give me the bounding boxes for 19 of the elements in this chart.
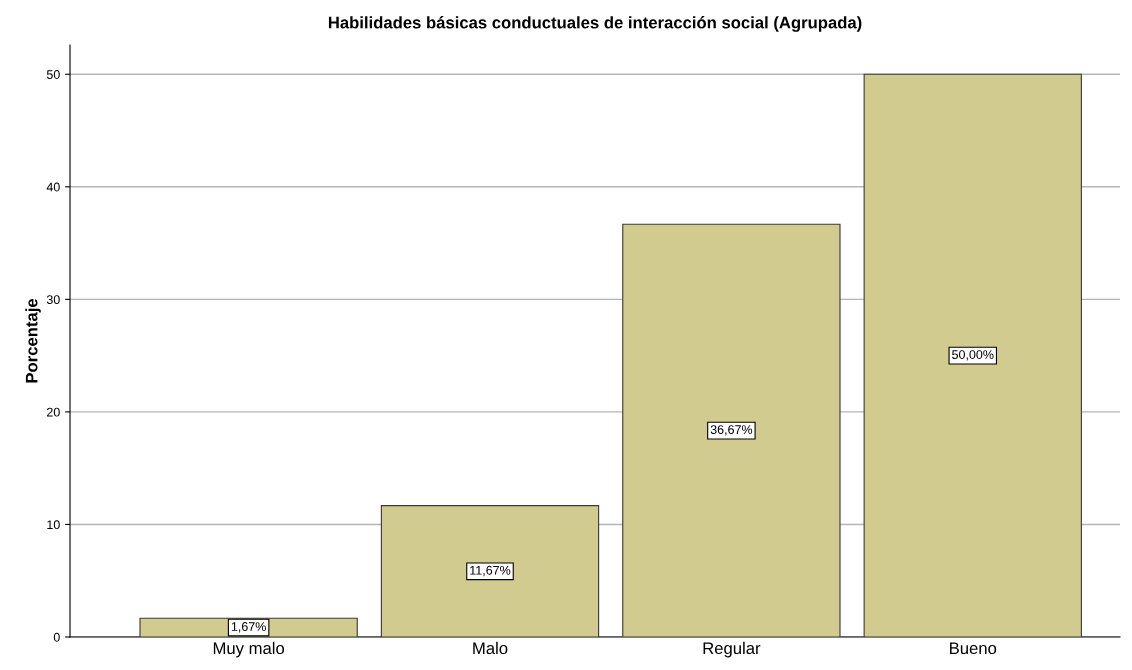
x-tick-label: Malo: [473, 641, 508, 655]
y-tick-label: 40: [46, 182, 60, 192]
x-tick-label: Muy malo: [213, 641, 285, 658]
x-tick-label: Bueno: [950, 642, 997, 655]
data-label: 11,67%: [470, 565, 511, 577]
chart-title: Habilidades básicas conductuales de interacción social (Agrupada): [328, 16, 862, 32]
y-tick-label: 30: [46, 295, 60, 305]
data-label: 1,67%: [231, 622, 266, 633]
y-tick-label: 0: [53, 632, 60, 642]
bar: [622, 223, 841, 637]
y-tick-label: 50: [46, 70, 60, 79]
y-tick-label: 20: [47, 407, 60, 417]
x-tick-label: Regular: [703, 641, 761, 658]
data-label: 36,67%: [710, 425, 753, 436]
bar: [380, 505, 600, 637]
data-label: 50,00%: [952, 350, 994, 361]
y-axis-title: Porcentaje: [25, 298, 41, 383]
y-tick-label: 10: [47, 520, 60, 530]
bar: [863, 73, 1082, 637]
